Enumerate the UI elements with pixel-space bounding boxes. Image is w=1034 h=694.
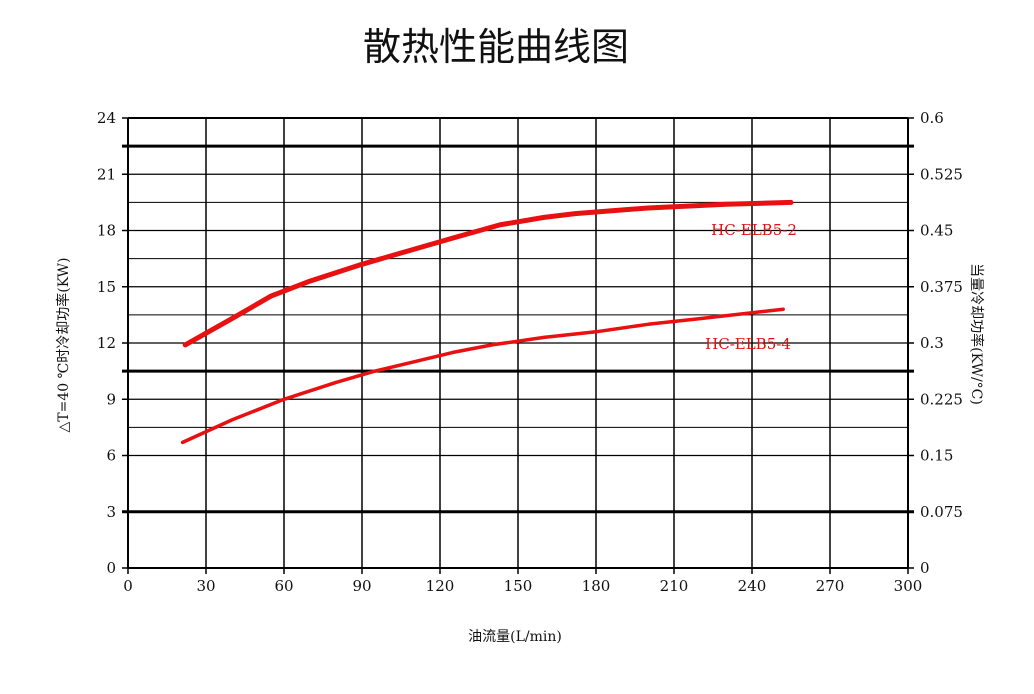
tick-labels: 0 30 60 90 120 150 180 210 240 270 300036912151821… <box>97 109 963 595</box>
x-tick-label: 300 <box>894 577 923 595</box>
y-axis-label: △T=40 ℃时冷却功率(KW) <box>55 257 72 432</box>
x-tick-label: 0 <box>123 577 133 595</box>
y-tick-label: 0 <box>106 559 116 577</box>
x-tick-label: 60 <box>274 577 293 595</box>
y2-tick-label: 0.3 <box>920 334 944 352</box>
y2-tick-label: 0.525 <box>920 165 963 183</box>
y2-tick-label: 0.075 <box>920 503 963 521</box>
y2-tick-label: 0.375 <box>920 278 963 296</box>
y-tick-label: 21 <box>97 165 116 183</box>
x-tick-label: 30 <box>196 577 215 595</box>
y-tick-label: 12 <box>97 334 116 352</box>
y2-tick-label: 0.45 <box>920 222 953 240</box>
y2-tick-label: 0 <box>920 559 930 577</box>
x-tick-label: 240 <box>738 577 767 595</box>
x-tick-label: 180 <box>582 577 611 595</box>
y-tick-label: 9 <box>106 390 116 408</box>
y-tick-label: 3 <box>106 503 116 521</box>
y-tick-label: 18 <box>97 222 116 240</box>
x-tick-label: 90 <box>352 577 371 595</box>
y-tick-label: 6 <box>106 447 116 465</box>
grid <box>122 117 914 574</box>
y2-tick-label: 0.15 <box>920 447 953 465</box>
series-line-hc-elb5-2 <box>182 199 794 348</box>
y2-tick-label: 0.225 <box>920 390 963 408</box>
x-tick-label: 270 <box>816 577 845 595</box>
series-label-hc-elb5-2: HC-ELB5-2 <box>711 221 797 239</box>
series-label-hc-elb5-4: HC-ELB5-4 <box>705 335 791 353</box>
x-axis-label: 油流量(L/min) <box>468 629 562 645</box>
chart-title: 散热性能曲线图 <box>363 25 629 69</box>
x-tick-label: 150 <box>504 577 533 595</box>
series-layer: HC-ELB5-2 HC-ELB5-4 <box>180 199 797 445</box>
y-tick-label: 15 <box>97 278 116 296</box>
x-tick-label: 210 <box>660 577 689 595</box>
series-line-hc-elb5-4 <box>180 307 785 445</box>
y2-axis-label: 当量冷却功率(KW/°C) <box>968 263 985 405</box>
y-tick-label: 24 <box>97 109 116 127</box>
x-tick-label: 120 <box>426 577 455 595</box>
y2-tick-label: 0.6 <box>920 109 944 127</box>
